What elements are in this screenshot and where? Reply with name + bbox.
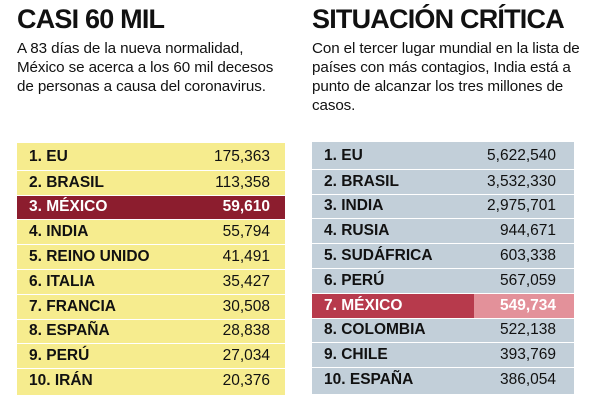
country-name: 3. MÉXICO [29, 198, 108, 216]
table-row: 4. RUSIA 944,671 [312, 218, 574, 243]
case-count: 393,769 [499, 346, 556, 364]
country-name: 1. EU [29, 148, 68, 166]
country-name: 1. EU [324, 147, 363, 165]
death-count: 55,794 [222, 223, 270, 241]
table-row: 9. CHILE 393,769 [312, 342, 574, 367]
country-name: 4. INDIA [29, 223, 89, 241]
country-name: 8. COLOMBIA [324, 321, 426, 339]
cases-description: Con el tercer lugar mundial en la lista … [312, 40, 580, 114]
case-count: 944,671 [499, 222, 556, 240]
country-name: 10. IRÁN [29, 372, 93, 390]
table-row-highlighted: 7. MÉXICO 549,734 [312, 292, 574, 318]
table-row: 8. COLOMBIA 522,138 [312, 317, 574, 343]
country-name: 5. SUDÁFRICA [324, 247, 433, 265]
case-count: 5,622,540 [487, 147, 556, 165]
table-row: 2. BRASIL 113,358 [17, 169, 285, 195]
table-row: 6. ITALIA 35,427 [17, 268, 285, 294]
country-name: 6. PERÚ [324, 271, 385, 289]
table-row: 7. FRANCIA 30,508 [17, 293, 285, 319]
deaths-description: A 83 días de la nueva normalidad, México… [17, 40, 274, 95]
death-count: 113,358 [215, 173, 270, 191]
cases-table: 1. EU 5,622,540 2. BRASIL 3,532,330 3. IND… [312, 142, 574, 394]
country-name: 2. BRASIL [324, 172, 399, 190]
table-row: 1. EU 5,622,540 [312, 144, 574, 169]
case-count: 522,138 [499, 321, 556, 339]
death-count: 20,376 [222, 372, 270, 390]
case-count: 3,532,330 [487, 172, 556, 190]
table-row: 2. BRASIL 3,532,330 [312, 168, 574, 194]
case-count: 567,059 [499, 271, 556, 289]
table-row: 5. SUDÁFRICA 603,338 [312, 243, 574, 268]
death-count: 30,508 [222, 297, 270, 315]
country-name: 5. REINO UNIDO [29, 248, 150, 266]
country-name: 8. ESPAÑA [29, 322, 110, 340]
table-row: 3. INDIA 2,975,701 [312, 193, 574, 219]
table-row: 4. INDIA 55,794 [17, 219, 285, 244]
table-row: 10. IRÁN 20,376 [17, 368, 285, 393]
country-name: 6. ITALIA [29, 272, 96, 290]
death-count: 35,427 [222, 272, 270, 290]
country-name: 4. RUSIA [324, 222, 390, 240]
case-count: 2,975,701 [487, 197, 556, 215]
cases-title: SITUACIÓN CRÍTICA [312, 4, 565, 34]
table-row: 8. ESPAÑA 28,838 [17, 318, 285, 344]
deaths-title: CASI 60 MIL [17, 4, 165, 34]
country-name: 9. PERÚ [29, 347, 90, 365]
death-count: 41,491 [222, 248, 270, 266]
deaths-panel: CASI 60 MIL A 83 días de la nueva normal… [17, 0, 285, 395]
deaths-table: 1. EU 175,363 2. BRASIL 113,358 3. MÉXICO 5… [17, 143, 285, 395]
table-row: 10. ESPAÑA 386,054 [312, 367, 574, 392]
country-name: 2. BRASIL [29, 173, 104, 191]
death-count: 59,610 [222, 198, 270, 216]
country-name: 3. INDIA [324, 197, 384, 215]
country-name: 7. MÉXICO [324, 296, 403, 314]
case-count: 386,054 [499, 371, 556, 389]
death-count: 175,363 [213, 148, 270, 166]
case-count: 603,338 [499, 247, 556, 265]
table-row-highlighted: 3. MÉXICO 59,610 [17, 194, 285, 220]
table-row: 6. PERÚ 567,059 [312, 267, 574, 293]
table-row: 1. EU 175,363 [17, 145, 285, 170]
case-count: 549,734 [474, 293, 574, 318]
death-count: 27,034 [222, 347, 270, 365]
country-name: 9. CHILE [324, 346, 388, 364]
country-name: 7. FRANCIA [29, 297, 116, 315]
table-row: 5. REINO UNIDO 41,491 [17, 244, 285, 269]
country-name: 10. ESPAÑA [324, 371, 414, 389]
cases-panel: SITUACIÓN CRÍTICA Con el tercer lugar mu… [312, 0, 594, 394]
table-row: 9. PERÚ 27,034 [17, 343, 285, 368]
death-count: 28,838 [222, 322, 270, 340]
